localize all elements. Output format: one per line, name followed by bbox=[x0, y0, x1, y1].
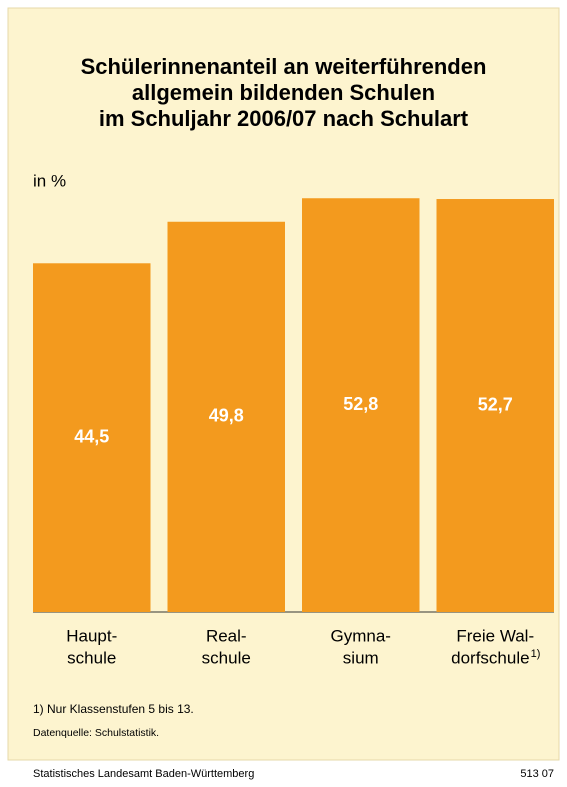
bar bbox=[302, 198, 420, 613]
x-tick-label: Haupt- bbox=[66, 626, 117, 645]
bar bbox=[167, 221, 285, 612]
title-line: allgemein bildenden Schulen bbox=[132, 80, 435, 105]
x-tick-label: dorfschule bbox=[451, 648, 529, 667]
unit-label: in % bbox=[33, 171, 66, 190]
title-line: im Schuljahr 2006/07 nach Schulart bbox=[99, 106, 469, 131]
footnote-mark: 1) bbox=[531, 648, 541, 660]
source: Statistisches Landesamt Baden-Württember… bbox=[33, 768, 254, 780]
x-tick-label: sium bbox=[343, 648, 379, 667]
chart-title: Schülerinnenanteil an weiterführendenall… bbox=[81, 54, 487, 131]
x-tick-label: Real- bbox=[206, 626, 247, 645]
value-label: 44,5 bbox=[74, 426, 109, 446]
footnote: Datenquelle: Schulstatistik. bbox=[33, 727, 159, 739]
x-tick-label: Gymna- bbox=[331, 626, 391, 645]
bar bbox=[33, 263, 151, 612]
footnote: 1) Nur Klassenstufen 5 bis 13. bbox=[33, 702, 194, 716]
x-tick-label: schule bbox=[67, 648, 116, 667]
chart-code: 513 07 bbox=[520, 768, 554, 780]
title-line: Schülerinnenanteil an weiterführenden bbox=[81, 54, 487, 79]
value-label: 52,8 bbox=[343, 394, 378, 414]
bar bbox=[436, 199, 554, 613]
value-label: 49,8 bbox=[209, 406, 244, 426]
x-tick-label: Freie Wal- bbox=[456, 626, 534, 645]
x-tick-label: schule bbox=[202, 648, 251, 667]
value-label: 52,7 bbox=[478, 394, 513, 414]
